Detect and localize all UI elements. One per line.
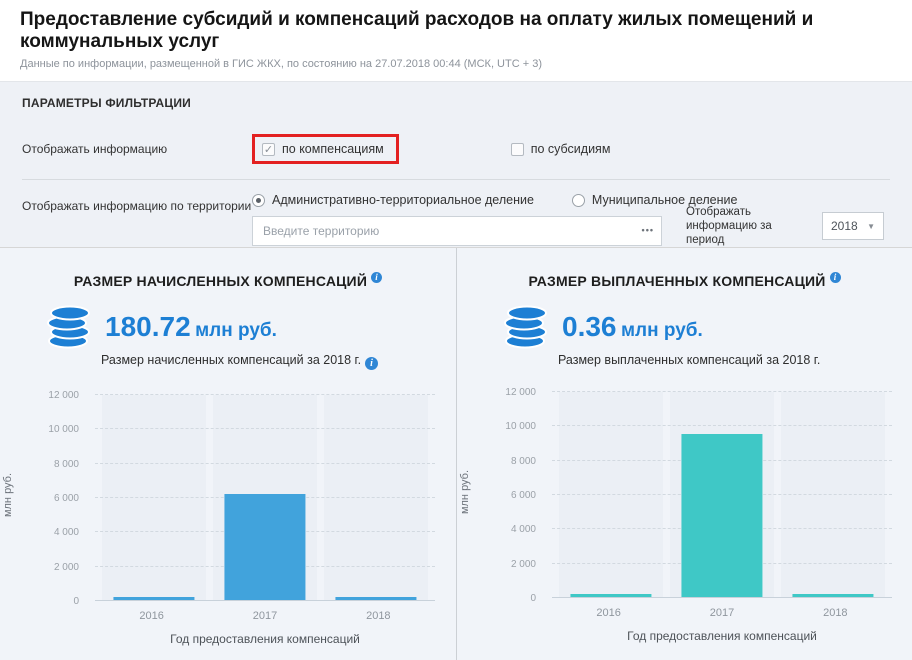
chevron-down-icon: ▼ [867, 221, 875, 231]
x-tick-label: 2016 [596, 607, 621, 619]
municipal-radio[interactable] [571, 193, 585, 207]
y-tick-label: 12 000 [505, 387, 536, 398]
y-tick-label: 8 000 [510, 455, 536, 467]
filter-panel: ПАРАМЕТРЫ ФИЛЬТРАЦИИ Отображать информац… [0, 81, 912, 248]
coins-icon [47, 305, 90, 349]
municipal-radio-label[interactable]: Муниципальное деление [591, 193, 738, 207]
card-title-text: РАЗМЕР ВЫПЛАЧЕННЫХ КОМПЕНСАЦИЙ [528, 273, 826, 289]
y-tick-label: 6 000 [510, 490, 536, 501]
stat-caption-text: Размер начисленных компенсаций за 2018 г… [101, 353, 362, 367]
accrued-compensations-card: РАЗМЕР НАЧИСЛЕННЫХ КОМПЕНСАЦИЙ i 180.72 м… [0, 248, 456, 660]
info-icon[interactable]: i [829, 272, 841, 283]
gridline [95, 462, 435, 464]
compensations-checkbox[interactable]: ✓ [262, 142, 275, 156]
y-tick-label: 10 000 [48, 424, 79, 436]
info-icon[interactable]: i [365, 357, 379, 370]
y-tick-label: 4 000 [53, 527, 79, 539]
stat-value: 0.36 [562, 311, 617, 342]
coins-icon [504, 305, 547, 349]
y-tick-label: 6 000 [53, 493, 79, 504]
y-tick-label: 0 [530, 593, 536, 604]
admin-territorial-radio[interactable] [252, 193, 265, 207]
page-subtitle: Данные по информации, размещенной в ГИС … [20, 58, 542, 70]
gridline [552, 391, 892, 392]
x-tick-label: 2018 [366, 610, 391, 622]
y-tick-label: 12 000 [48, 390, 79, 401]
subsidies-checkbox-group[interactable]: по субсидиям [510, 142, 611, 156]
plot-band [670, 392, 774, 597]
municipal-radio-group[interactable]: Муниципальное деление [571, 193, 738, 207]
stat-unit: млн руб. [620, 320, 703, 341]
territory-input[interactable] [252, 216, 662, 246]
gridline [95, 394, 435, 395]
info-icon[interactable]: i [371, 272, 383, 283]
stat-value: 180.72 [105, 311, 191, 342]
x-tick-label: 2017 [252, 610, 278, 622]
card-title: РАЗМЕР НАЧИСЛЕННЫХ КОМПЕНСАЦИЙ i [0, 272, 456, 289]
x-tick-label: 2018 [823, 607, 848, 619]
paid-compensations-card: РАЗМЕР ВЫПЛАЧЕННЫХ КОМПЕНСАЦИЙ i 0.36 млн… [456, 248, 912, 660]
card-title: РАЗМЕР ВЫПЛАЧЕННЫХ КОМПЕНСАЦИЙ i [457, 272, 912, 289]
stat-caption-text: Размер выплаченных компенсаций за 2018 г… [558, 353, 821, 367]
compensations-checkbox-label[interactable]: по компенсациям [282, 142, 384, 156]
y-tick-label: 2 000 [510, 558, 536, 570]
plot-area [95, 394, 435, 601]
x-axis-labels: 2016 2017 2018 [95, 610, 435, 622]
territory-more-button[interactable]: ••• [641, 225, 654, 235]
bar-2018[interactable] [335, 596, 417, 600]
y-tick-label: 2 000 [53, 561, 79, 573]
y-axis: 0 2 000 4 000 6 000 8 000 10 000 12 000 [457, 387, 544, 604]
stat-caption: Размер начисленных компенсаций за 2018 г… [101, 353, 456, 370]
charts-section: РАЗМЕР НАЧИСЛЕННЫХ КОМПЕНСАЦИЙ i 180.72 м… [0, 248, 912, 660]
plot-area [552, 391, 892, 598]
y-tick-label: 0 [73, 596, 79, 607]
admin-territorial-radio-label[interactable]: Административно-территориальное деление [272, 193, 534, 207]
bar-2016[interactable] [113, 597, 195, 600]
x-axis-labels: 2016 2017 2018 [552, 607, 892, 619]
y-tick-label: 10 000 [505, 421, 536, 433]
bar-2018[interactable] [792, 594, 874, 597]
bar-2017[interactable] [224, 493, 306, 600]
stat-caption: Размер выплаченных компенсаций за 2018 г… [558, 353, 912, 367]
plot-band [213, 395, 317, 600]
admin-territorial-radio-group[interactable]: Административно-территориальное деление [252, 193, 534, 207]
y-axis: 0 2 000 4 000 6 000 8 000 10 000 12 000 [0, 390, 87, 607]
x-axis-title: Год предоставления компенсаций [627, 629, 817, 643]
y-tick-label: 8 000 [53, 458, 79, 470]
subsidies-checkbox[interactable] [510, 142, 524, 156]
stat-unit: млн руб. [195, 320, 277, 341]
compensations-highlight-box: ✓ по компенсациям [252, 134, 399, 164]
period-value: 2018 [831, 219, 858, 233]
card-title-text: РАЗМЕР НАЧИСЛЕННЫХ КОМПЕНСАЦИЙ [73, 273, 368, 289]
x-tick-label: 2016 [139, 610, 164, 622]
filter-panel-title: ПАРАМЕТРЫ ФИЛЬТРАЦИИ [22, 96, 191, 110]
territory-label: Отображать информацию по территории [22, 199, 252, 213]
filter-separator [22, 179, 890, 180]
page-title: Предоставление субсидий и компенсаций ра… [20, 9, 814, 52]
gridline [552, 425, 892, 427]
x-axis-title: Год предоставления компенсаций [170, 632, 360, 646]
bar-2016[interactable] [570, 594, 652, 597]
display-info-label: Отображать информацию [22, 142, 168, 156]
period-select[interactable]: 2018 ▼ [822, 212, 884, 240]
y-tick-label: 4 000 [510, 524, 536, 536]
bar-2017[interactable] [681, 433, 763, 597]
x-tick-label: 2017 [709, 607, 735, 619]
gridline [95, 428, 435, 430]
subsidies-checkbox-label[interactable]: по субсидиям [530, 142, 611, 156]
period-label: Отображать информацию за период [686, 206, 772, 246]
compensations-checkbox-group[interactable]: ✓ по компенсациям [262, 142, 384, 156]
